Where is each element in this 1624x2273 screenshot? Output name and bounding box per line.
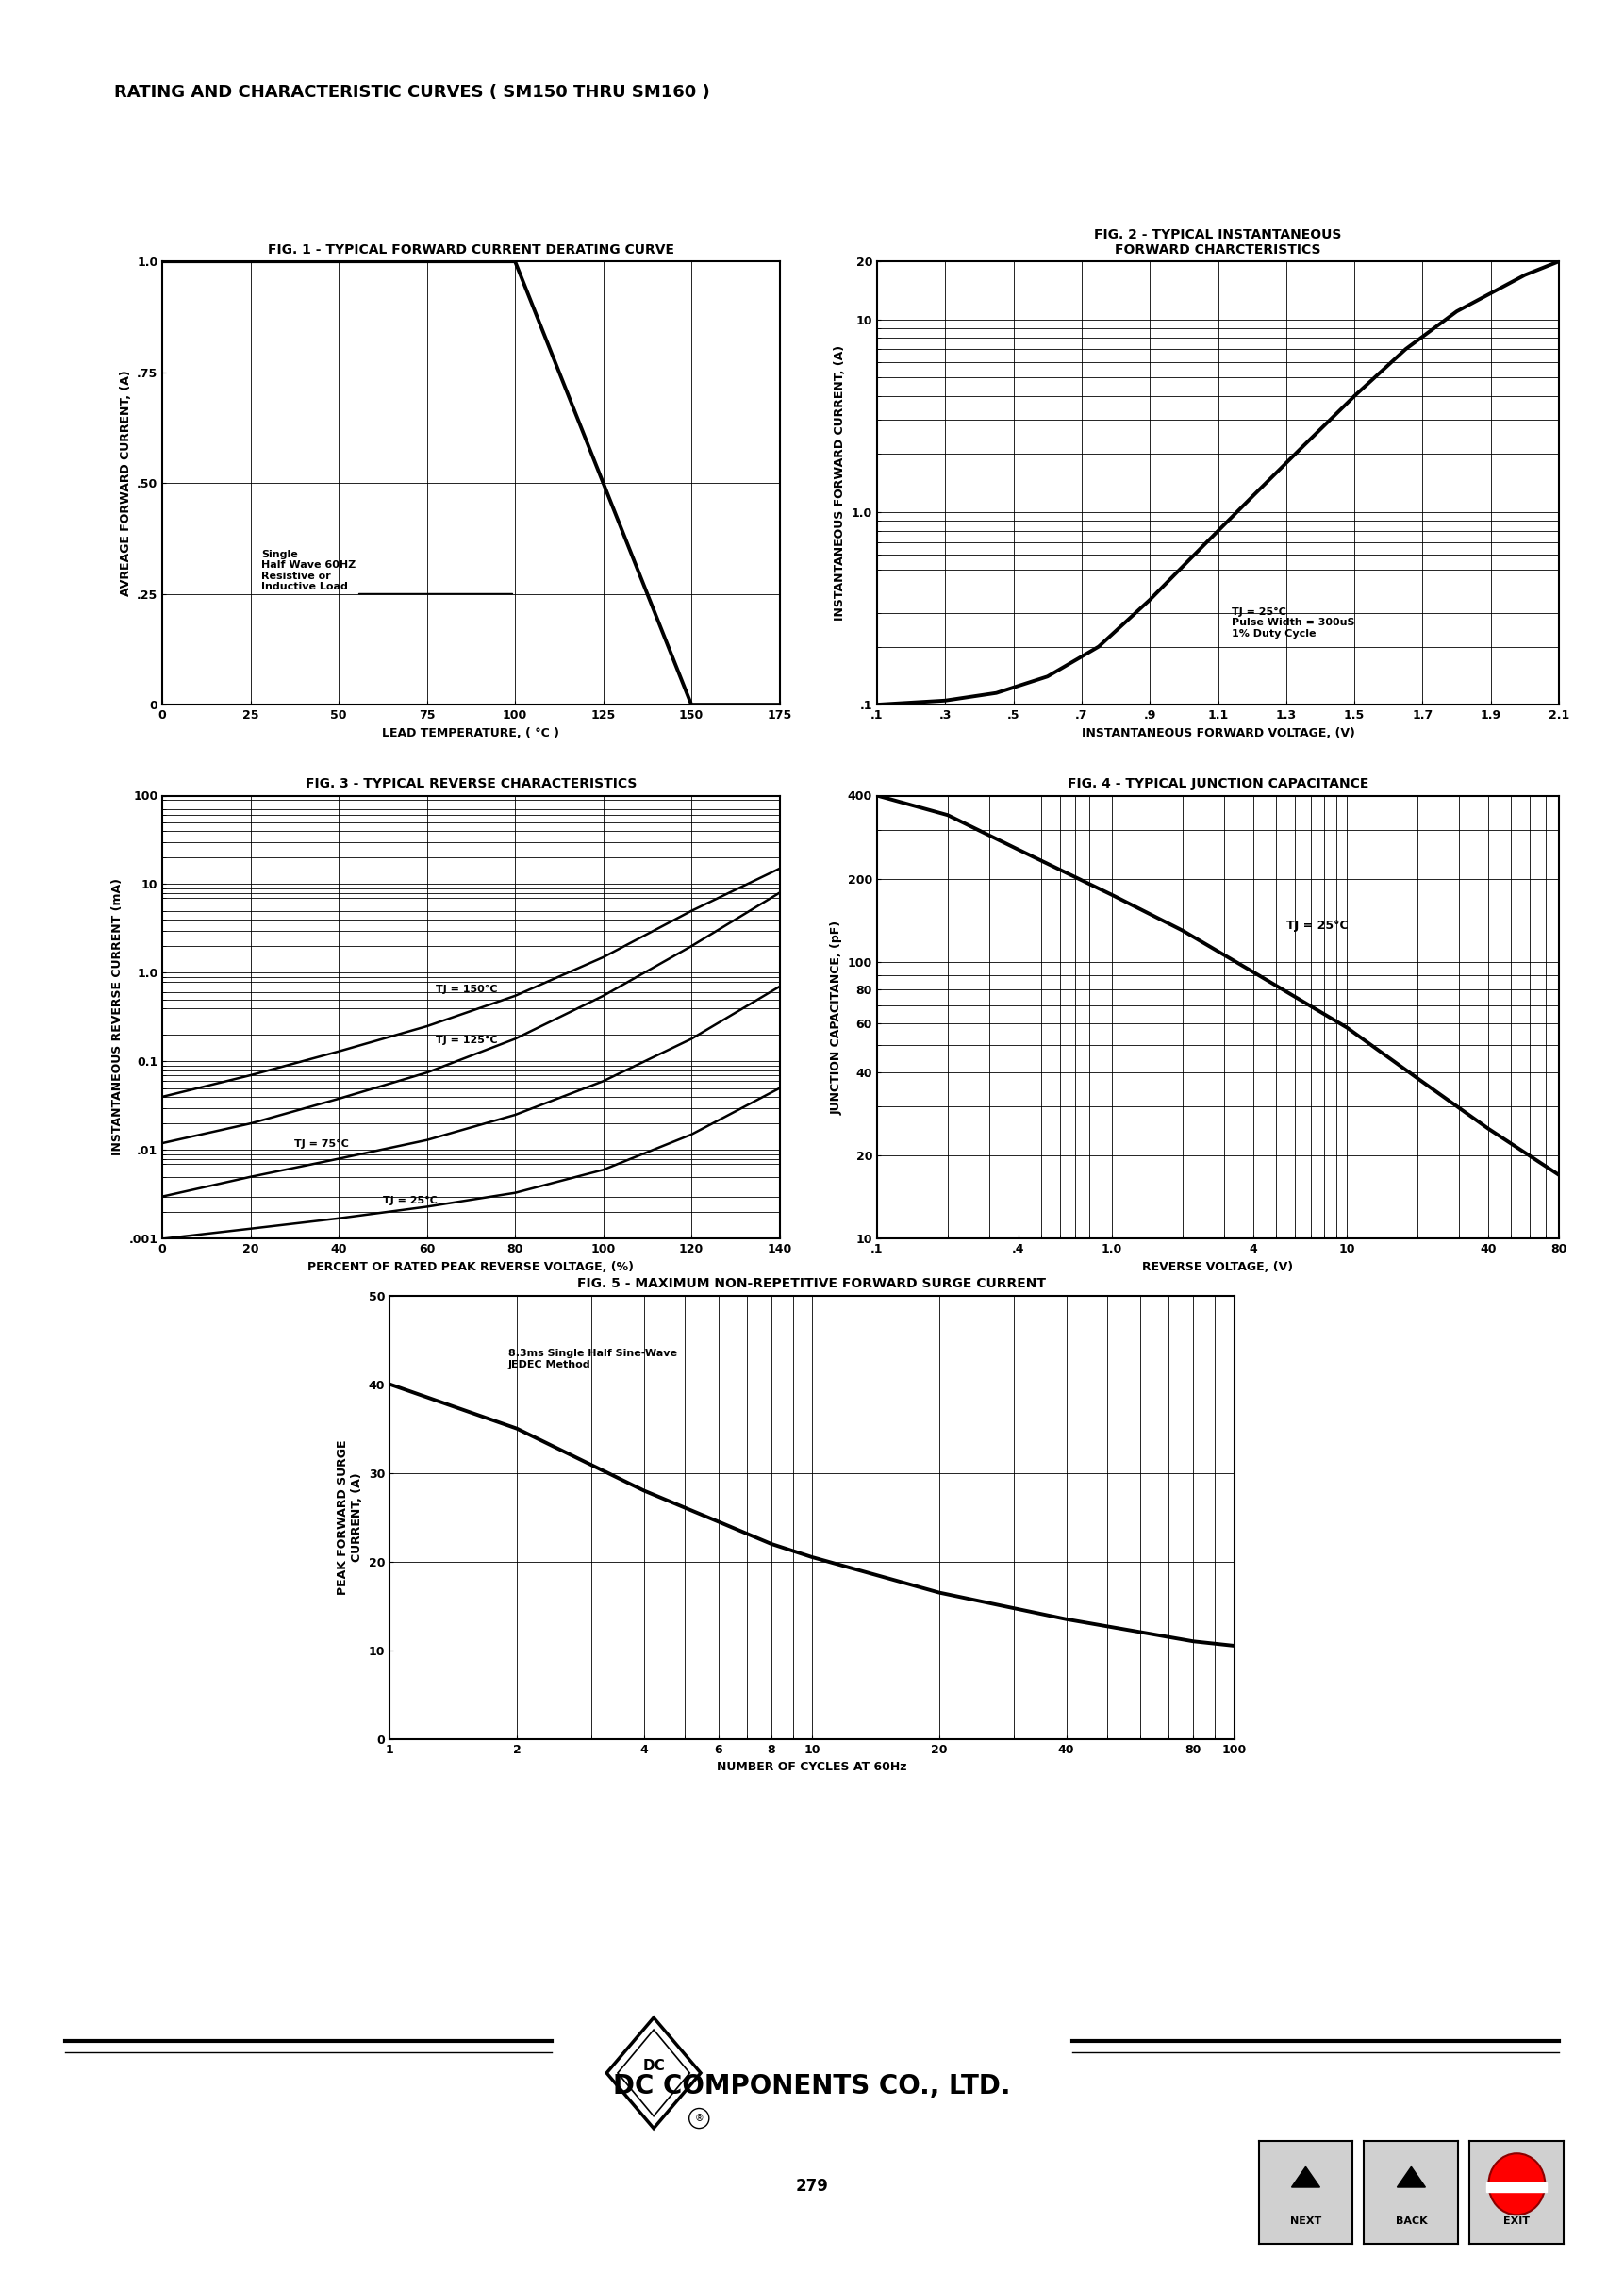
Text: TJ = 125°C: TJ = 125°C — [435, 1036, 497, 1046]
Polygon shape — [1291, 2166, 1320, 2187]
Text: TJ = 25°C
Pulse Width = 300uS
1% Duty Cycle: TJ = 25°C Pulse Width = 300uS 1% Duty Cy… — [1231, 607, 1354, 639]
Bar — [1486, 2182, 1548, 2191]
Text: Single
Half Wave 60HZ
Resistive or
Inductive Load: Single Half Wave 60HZ Resistive or Induc… — [261, 550, 356, 591]
Text: 279: 279 — [796, 2178, 828, 2196]
Text: TJ = 75°C: TJ = 75°C — [294, 1139, 349, 1148]
Title: FIG. 2 - TYPICAL INSTANTANEOUS
FORWARD CHARCTERISTICS: FIG. 2 - TYPICAL INSTANTANEOUS FORWARD C… — [1095, 227, 1341, 257]
Polygon shape — [1397, 2166, 1426, 2187]
Text: TJ = 25°C: TJ = 25°C — [383, 1196, 437, 1205]
Text: 8.3ms Single Half Sine-Wave
JEDEC Method: 8.3ms Single Half Sine-Wave JEDEC Method — [508, 1348, 677, 1368]
Title: FIG. 5 - MAXIMUM NON-REPETITIVE FORWARD SURGE CURRENT: FIG. 5 - MAXIMUM NON-REPETITIVE FORWARD … — [578, 1277, 1046, 1291]
Y-axis label: PEAK FORWARD SURGE
CURRENT, (A): PEAK FORWARD SURGE CURRENT, (A) — [338, 1439, 364, 1596]
Text: TJ = 150°C: TJ = 150°C — [435, 984, 497, 993]
X-axis label: PERCENT OF RATED PEAK REVERSE VOLTAGE, (%): PERCENT OF RATED PEAK REVERSE VOLTAGE, (… — [309, 1262, 633, 1273]
Y-axis label: INSTANTANEOUS REVERSE CURRENT (mA): INSTANTANEOUS REVERSE CURRENT (mA) — [110, 880, 123, 1155]
Title: FIG. 1 - TYPICAL FORWARD CURRENT DERATING CURVE: FIG. 1 - TYPICAL FORWARD CURRENT DERATIN… — [268, 243, 674, 257]
Y-axis label: INSTANTANEOUS FORWARD CURRENT, (A): INSTANTANEOUS FORWARD CURRENT, (A) — [833, 345, 846, 621]
X-axis label: INSTANTANEOUS FORWARD VOLTAGE, (V): INSTANTANEOUS FORWARD VOLTAGE, (V) — [1082, 727, 1354, 739]
X-axis label: REVERSE VOLTAGE, (V): REVERSE VOLTAGE, (V) — [1143, 1262, 1293, 1273]
X-axis label: LEAD TEMPERATURE, ( °C ): LEAD TEMPERATURE, ( °C ) — [382, 727, 560, 739]
Text: DC COMPONENTS CO., LTD.: DC COMPONENTS CO., LTD. — [614, 2073, 1010, 2100]
Text: RATING AND CHARACTERISTIC CURVES ( SM150 THRU SM160 ): RATING AND CHARACTERISTIC CURVES ( SM150… — [114, 84, 710, 100]
Text: EXIT: EXIT — [1504, 2216, 1530, 2225]
Title: FIG. 4 - TYPICAL JUNCTION CAPACITANCE: FIG. 4 - TYPICAL JUNCTION CAPACITANCE — [1067, 777, 1369, 791]
Y-axis label: JUNCTION CAPACITANCE, (pF): JUNCTION CAPACITANCE, (pF) — [830, 921, 843, 1114]
Y-axis label: AVREAGE FORWARD CURRENT, (A): AVREAGE FORWARD CURRENT, (A) — [119, 370, 132, 596]
Text: BACK: BACK — [1395, 2216, 1427, 2225]
Text: NEXT: NEXT — [1289, 2216, 1322, 2225]
Circle shape — [1489, 2153, 1544, 2214]
Text: DC: DC — [643, 2059, 664, 2073]
Title: FIG. 3 - TYPICAL REVERSE CHARACTERISTICS: FIG. 3 - TYPICAL REVERSE CHARACTERISTICS — [305, 777, 637, 791]
Text: TJ = 25°C: TJ = 25°C — [1286, 921, 1348, 932]
Text: ®: ® — [695, 2114, 703, 2123]
X-axis label: NUMBER OF CYCLES AT 60Hz: NUMBER OF CYCLES AT 60Hz — [716, 1762, 908, 1773]
